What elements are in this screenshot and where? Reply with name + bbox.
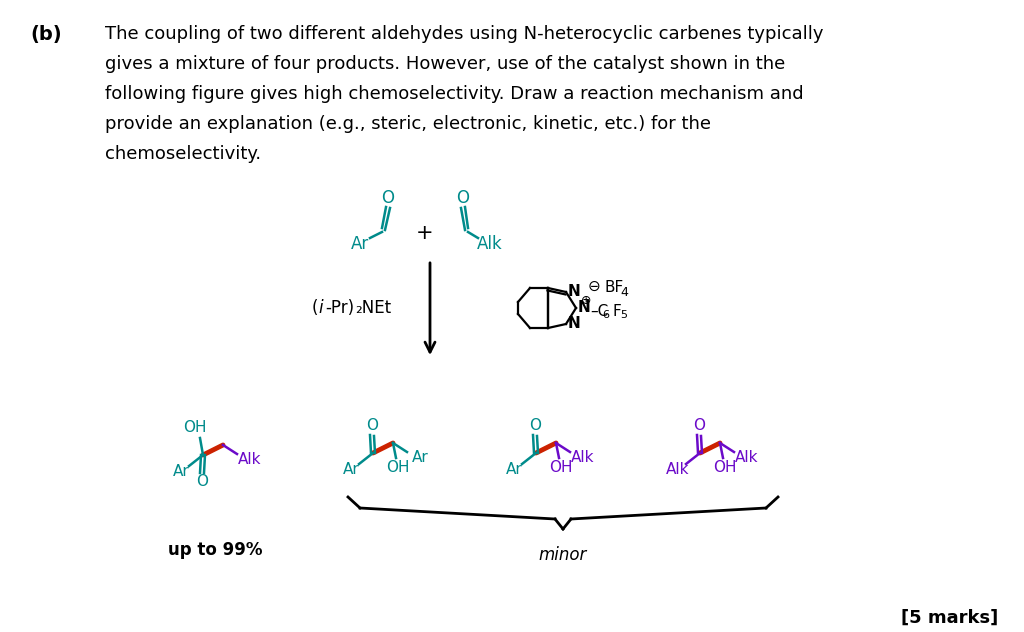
Text: O: O (196, 475, 208, 490)
Text: OH: OH (549, 461, 572, 475)
Text: chemoselectivity.: chemoselectivity. (105, 145, 261, 163)
Text: ⊕: ⊕ (581, 295, 591, 308)
Text: O: O (529, 418, 541, 434)
Text: (b): (b) (30, 25, 61, 44)
Text: Alk: Alk (571, 449, 595, 465)
Text: Alk: Alk (239, 451, 262, 466)
Text: [5 marks]: [5 marks] (901, 609, 998, 627)
Text: Alk: Alk (735, 449, 759, 465)
Text: O: O (366, 418, 378, 434)
Text: N: N (568, 284, 581, 300)
Text: minor: minor (539, 546, 587, 564)
Text: Ar: Ar (412, 449, 428, 465)
Text: up to 99%: up to 99% (168, 541, 262, 559)
Text: Ar: Ar (351, 235, 369, 253)
Text: ₂NEt: ₂NEt (355, 299, 391, 317)
Text: Alk: Alk (477, 235, 503, 253)
Text: –C: –C (590, 305, 608, 320)
Text: (: ( (312, 299, 318, 317)
Text: F: F (612, 305, 621, 320)
Text: O: O (693, 418, 705, 434)
Text: Ar: Ar (343, 461, 359, 477)
Text: gives a mixture of four products. However, use of the catalyst shown in the: gives a mixture of four products. Howeve… (105, 55, 785, 73)
Text: OH: OH (386, 461, 410, 475)
Text: OH: OH (714, 461, 736, 475)
Text: BF: BF (604, 281, 624, 296)
Text: The coupling of two different aldehydes using N-heterocyclic carbenes typically: The coupling of two different aldehydes … (105, 25, 823, 43)
Text: OH: OH (183, 420, 207, 435)
Text: -Pr): -Pr) (325, 299, 354, 317)
Text: 6: 6 (602, 310, 609, 320)
Text: O: O (382, 189, 394, 207)
Text: +: + (416, 223, 434, 243)
Text: Ar: Ar (173, 463, 189, 478)
Text: Ar: Ar (506, 461, 522, 477)
Text: O: O (457, 189, 469, 207)
Text: N: N (578, 300, 591, 315)
Text: Alk: Alk (667, 461, 690, 477)
Text: N: N (568, 317, 581, 332)
Text: provide an explanation (e.g., steric, electronic, kinetic, etc.) for the: provide an explanation (e.g., steric, el… (105, 115, 711, 133)
Text: i: i (318, 299, 324, 317)
Text: ⊖: ⊖ (588, 279, 600, 293)
Text: 5: 5 (621, 310, 628, 320)
Text: 4: 4 (621, 286, 628, 298)
Text: following figure gives high chemoselectivity. Draw a reaction mechanism and: following figure gives high chemoselecti… (105, 85, 804, 103)
